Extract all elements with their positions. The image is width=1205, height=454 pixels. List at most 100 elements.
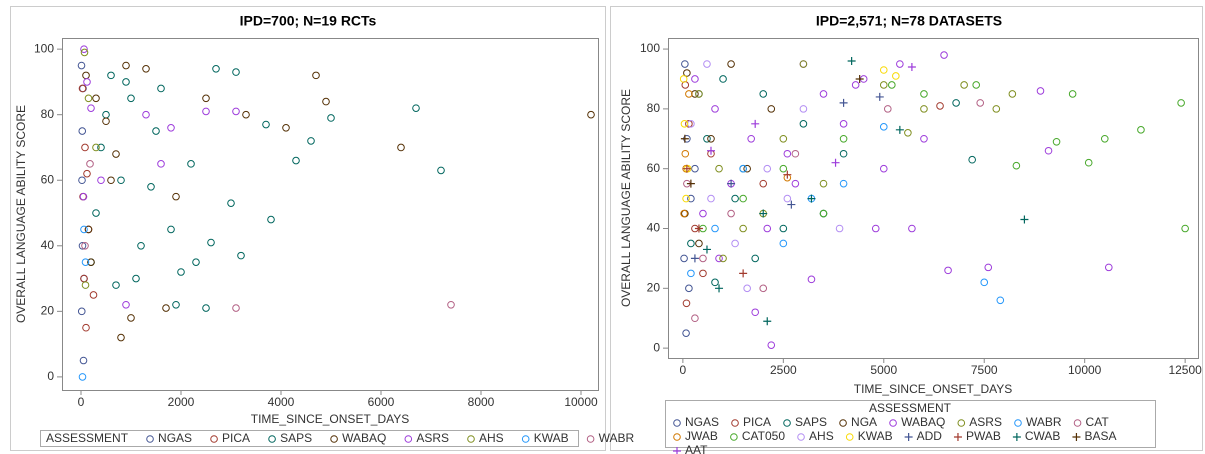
data-point [78,127,87,135]
y-tick-label: 40 [647,221,661,235]
data-point [102,117,110,126]
data-point [81,258,90,266]
data-point [787,200,796,209]
data-point [960,81,968,89]
legend-title: ASSESSMENT [46,431,129,445]
data-point [839,149,848,158]
legend-marker [1012,433,1021,441]
legend-marker [1072,433,1081,441]
data-point [779,134,788,143]
plot-frame [668,38,1199,359]
data-point [680,134,689,143]
legend-label: KWAB [534,431,569,445]
data-point [137,241,145,250]
data-point [952,99,960,107]
legend-label: PICA [222,431,250,445]
data-point [695,90,703,98]
legend-label: SAPS [795,415,827,429]
data-point [1100,134,1109,143]
data-point [1181,224,1189,233]
data-point [871,224,880,233]
y-tick-label: 40 [41,238,55,252]
data-point [397,143,405,152]
data-point [715,254,723,263]
data-point [879,123,888,131]
legend-label: ASRS [416,431,449,445]
data-point [690,254,699,263]
x-tick-label: 12500 [1168,363,1202,377]
data-point [327,114,335,122]
y-tick-label: 20 [41,304,55,318]
data-point [681,149,690,158]
data-point [107,176,115,185]
data-point [78,176,86,185]
data-point [152,127,160,135]
x-tick-label: 4000 [268,395,295,409]
data-point [80,48,89,57]
data-point [87,104,95,112]
legend-label: AAT [685,443,708,454]
data-point [739,269,748,278]
data-point [699,254,707,263]
data-point [312,71,320,80]
data-point [759,90,768,98]
data-point [1084,158,1093,167]
data-point [759,179,768,188]
data-point [232,304,240,312]
data-point [711,224,719,233]
data-point [763,164,772,173]
data-point [307,137,315,145]
x-axis-label: TIME_SINCE_ONSET_DAYS [251,412,409,426]
data-point [819,90,828,98]
data-point [78,241,87,250]
data-point [77,307,86,316]
data-point [122,61,130,70]
data-point [682,329,690,337]
data-point [682,164,691,173]
data-point [447,300,455,309]
data-point [202,107,210,116]
legend-box [40,430,579,447]
data-point [84,225,93,234]
data-point [920,134,928,143]
y-tick-label: 60 [647,161,661,175]
data-point [127,314,135,322]
data-point [711,278,719,287]
y-tick-label: 80 [41,107,55,121]
data-point [97,143,105,152]
legend-label: AHS [479,431,504,445]
data-point [835,224,844,233]
data-point [232,68,240,76]
data-point [117,333,125,342]
y-axis-label: OVERALL LANGUAGE ABILITY SCORE [14,105,28,323]
data-point [691,164,699,173]
data-point [112,150,120,158]
data-point [177,268,185,276]
x-axis-label: TIME_SINCE_ONSET_DAYS [854,382,1012,396]
data-point [727,60,735,68]
data-point [282,124,290,132]
data-point [80,274,88,283]
data-point [699,269,707,278]
data-point [81,241,89,250]
data-point [412,104,420,112]
data-point [84,94,93,103]
data-point [147,182,155,191]
data-point [727,209,735,218]
data-point [262,120,270,129]
legend-marker [404,435,413,443]
data-point [680,209,688,218]
data-point [78,84,87,93]
data-point [80,45,88,53]
data-point [1068,90,1077,98]
legend-label: BASA [1084,429,1116,443]
x-tick-label: 0 [680,363,687,377]
data-point [799,60,808,68]
data-point [87,258,95,266]
data-point [936,102,944,110]
data-point [819,209,828,218]
data-point [437,166,445,175]
data-point [992,105,1001,113]
data-point [80,225,88,234]
